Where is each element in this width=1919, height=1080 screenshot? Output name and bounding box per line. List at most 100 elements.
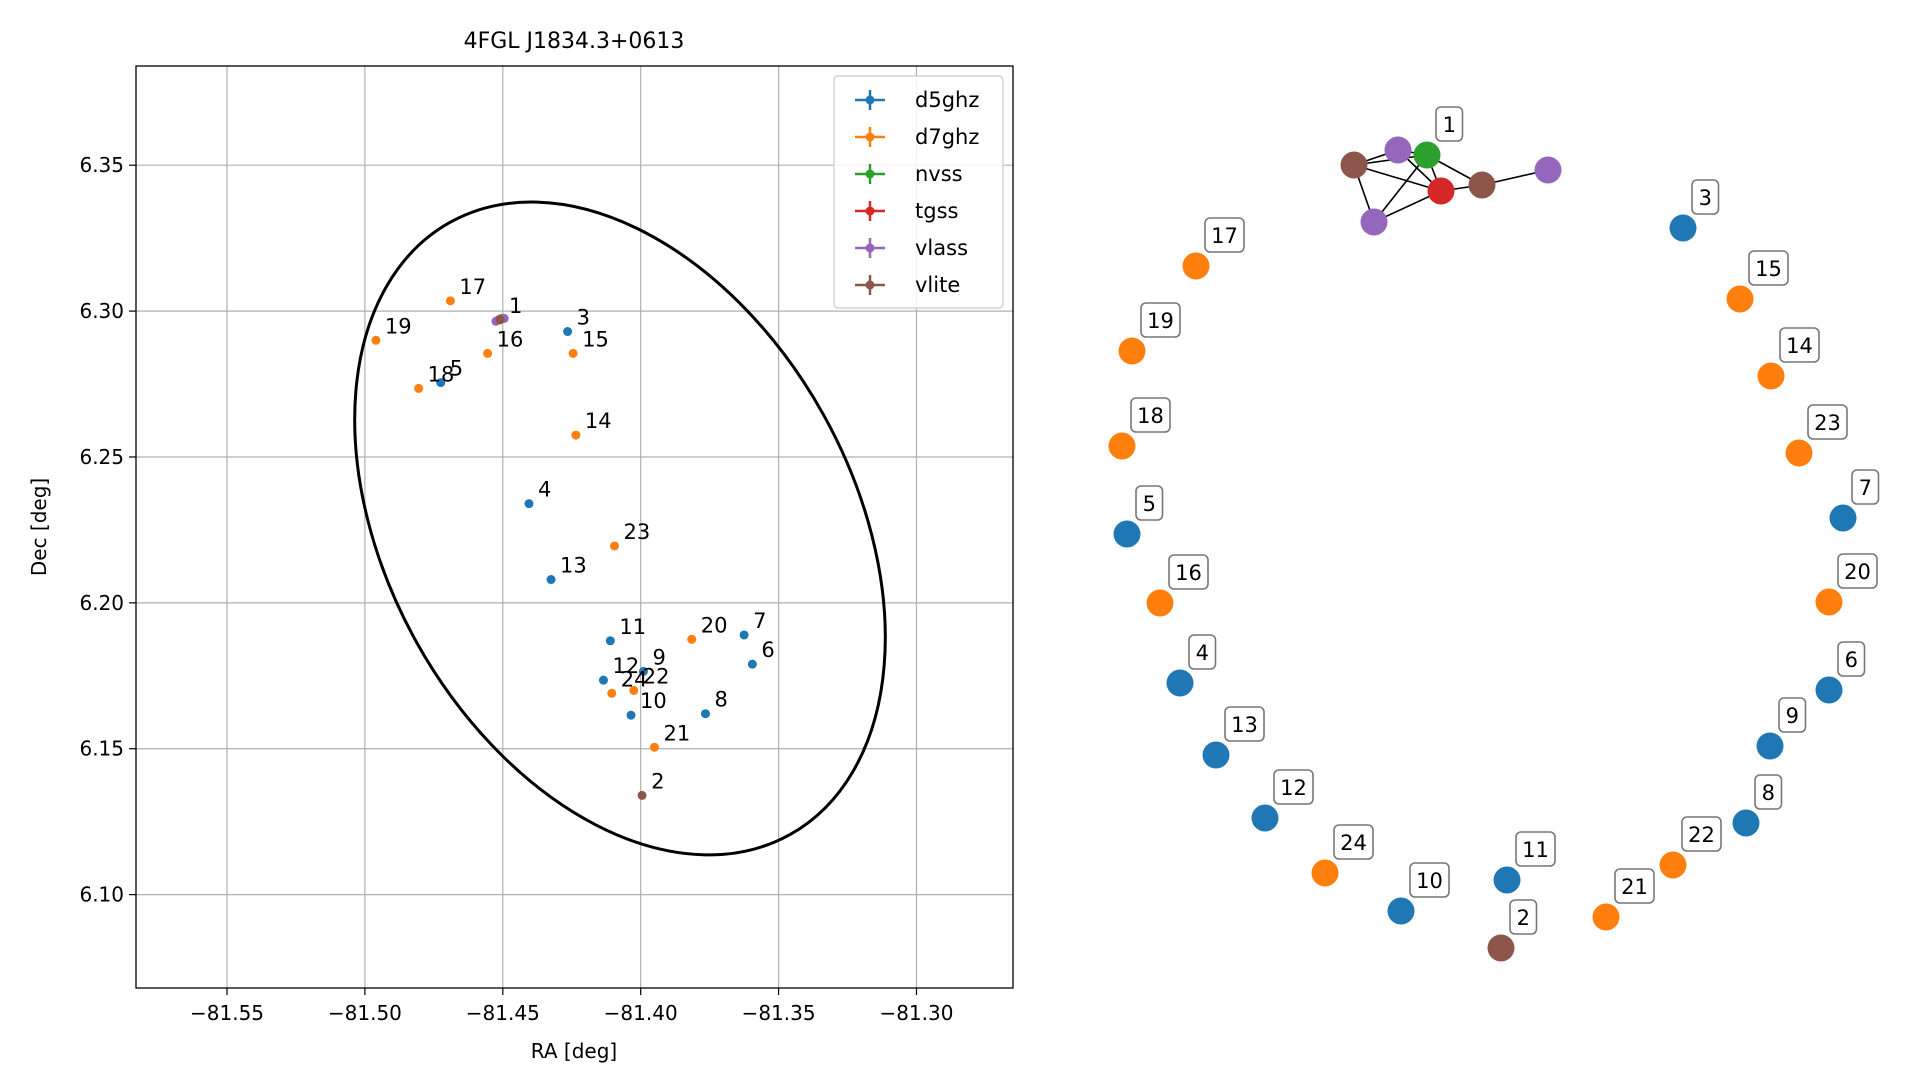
y-tick-label: 6.35: [79, 153, 124, 177]
legend-label: vlite: [915, 273, 960, 297]
x-axis-label: RA [deg]: [531, 1039, 617, 1063]
data-point-d5ghz: [563, 327, 573, 337]
y-axis-label: Dec [deg]: [27, 478, 51, 576]
data-label: 13: [560, 554, 587, 578]
data-label: 12: [612, 654, 639, 678]
node-label-box: [1224, 706, 1265, 742]
y-tick-label: 6.20: [79, 591, 124, 615]
node-label-box: [1837, 641, 1866, 677]
node-label-box: [1837, 553, 1878, 589]
data-label: 11: [619, 615, 646, 639]
graph-node-vlite: [1468, 171, 1496, 199]
node-label: 15: [1755, 257, 1782, 281]
node-label-box: [1188, 634, 1217, 670]
node-label-box: [1691, 179, 1720, 215]
graph-node-vlass: [1534, 156, 1562, 184]
node-label-box: [1807, 404, 1848, 440]
data-point-d7ghz: [649, 742, 659, 752]
node-label-box: [1509, 899, 1538, 935]
node-label: 23: [1814, 411, 1841, 435]
data-point-d7ghz: [607, 688, 617, 698]
data-point-d7ghz: [483, 348, 493, 358]
data-label: 1: [509, 294, 522, 318]
graph-node-nvss: [1413, 141, 1441, 169]
graph-node-d5ghz: [1732, 809, 1760, 837]
x-tick-label: −81.40: [604, 1001, 678, 1025]
node-label: 4: [1196, 641, 1209, 665]
node-label-box: [1409, 862, 1450, 898]
graph-node-d5ghz: [1493, 866, 1521, 894]
y-tick-label: 6.30: [79, 299, 124, 323]
legend-marker-dot: [865, 169, 875, 179]
node-label-box: [1204, 217, 1245, 253]
data-label: 21: [663, 721, 690, 745]
y-tick-label: 6.15: [79, 737, 124, 761]
legend-marker-dot: [865, 95, 875, 105]
node-label-box: [1851, 469, 1880, 505]
graph-node-d7ghz: [1108, 432, 1136, 460]
node-label-box: [1754, 774, 1783, 810]
data-label: 22: [643, 664, 670, 688]
node-label: 8: [1762, 781, 1775, 805]
graph-node-d7ghz: [1815, 588, 1843, 616]
data-point-d7ghz: [609, 541, 619, 551]
data-point-d7ghz: [414, 383, 424, 393]
data-label: 7: [753, 609, 766, 633]
data-label: 9: [652, 645, 665, 669]
x-tick-label: −81.30: [879, 1001, 953, 1025]
data-point-d5ghz: [747, 659, 757, 669]
node-label: 13: [1231, 713, 1258, 737]
data-point-d5ghz: [436, 378, 446, 388]
legend-label: d5ghz: [915, 88, 979, 112]
data-point-d7ghz: [568, 348, 578, 358]
data-label: 5: [450, 357, 463, 381]
graph-node-d7ghz: [1182, 252, 1210, 280]
x-tick-label: −81.45: [466, 1001, 540, 1025]
data-label: 17: [459, 275, 486, 299]
node-label-box: [1135, 485, 1164, 521]
data-label: 3: [577, 306, 590, 330]
data-point-d7ghz: [571, 430, 581, 440]
node-label: 11: [1522, 838, 1549, 862]
legend-marker-dot: [865, 243, 875, 253]
node-label-box: [1779, 327, 1820, 363]
graph-node-d5ghz: [1251, 804, 1279, 832]
node-label: 24: [1340, 831, 1367, 855]
node-label-box: [1333, 824, 1374, 860]
data-label: 24: [621, 667, 648, 691]
graph-node-d7ghz: [1146, 589, 1174, 617]
data-label: 8: [714, 688, 727, 712]
graph-node-d7ghz: [1659, 851, 1687, 879]
data-label: 6: [761, 638, 774, 662]
data-point-d7ghz: [445, 296, 455, 306]
node-label: 1: [1443, 113, 1456, 137]
error-ellipse-layer: [353, 200, 887, 857]
node-label: 7: [1859, 476, 1872, 500]
data-point-d5ghz: [598, 675, 608, 685]
node-label: 12: [1280, 776, 1307, 800]
y-tick-label: 6.10: [79, 883, 124, 907]
data-point-d5ghz: [626, 710, 636, 720]
graph-node-d7ghz: [1757, 362, 1785, 390]
data-point-d5ghz: [605, 636, 615, 646]
data-label: 2: [651, 769, 664, 793]
node-label: 21: [1621, 875, 1648, 899]
graph-node-vlite: [1340, 151, 1368, 179]
data-point-d5ghz: [700, 709, 710, 719]
axis-ticks: −81.55 −81.50 −81.45 −81.40 −81.35 −81.30 6.10…: [79, 153, 953, 1025]
legend: d5ghz d7ghz nvss tgss vlass vlite: [833, 75, 1004, 309]
legend-box: [833, 75, 1004, 309]
legend-marker-dot: [865, 280, 875, 290]
y-tick-label: 6.25: [79, 445, 124, 469]
legend-marker-dot: [865, 132, 875, 142]
axes-frame: [135, 65, 1014, 989]
graph-edge: [1353, 164, 1442, 192]
node-label: 9: [1786, 704, 1799, 728]
node-label: 2: [1517, 906, 1530, 930]
data-label: 14: [585, 409, 612, 433]
data-label: 4: [538, 478, 551, 502]
graph-edge: [1373, 154, 1428, 223]
